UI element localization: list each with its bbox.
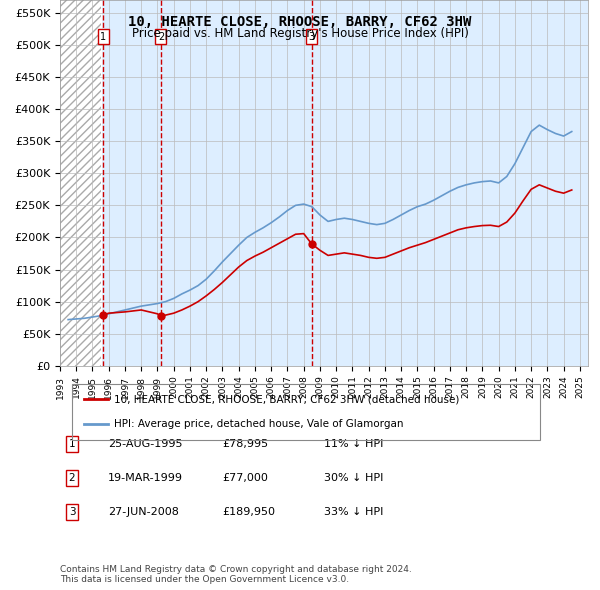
Text: £77,000: £77,000 [222, 473, 268, 483]
Text: 3: 3 [308, 32, 315, 41]
Text: 3: 3 [68, 507, 76, 517]
Text: 10, HEARTE CLOSE, RHOOSE, BARRY, CF62 3HW: 10, HEARTE CLOSE, RHOOSE, BARRY, CF62 3H… [128, 15, 472, 29]
Text: 30% ↓ HPI: 30% ↓ HPI [324, 473, 383, 483]
Text: Contains HM Land Registry data © Crown copyright and database right 2024.
This d: Contains HM Land Registry data © Crown c… [60, 565, 412, 584]
Text: £189,950: £189,950 [222, 507, 275, 517]
Text: Price paid vs. HM Land Registry's House Price Index (HPI): Price paid vs. HM Land Registry's House … [131, 27, 469, 40]
Bar [60, 0, 101, 366]
Text: 33% ↓ HPI: 33% ↓ HPI [324, 507, 383, 517]
Text: 27-JUN-2008: 27-JUN-2008 [108, 507, 179, 517]
Text: HPI: Average price, detached house, Vale of Glamorgan: HPI: Average price, detached house, Vale… [114, 419, 404, 429]
Text: 2: 2 [158, 32, 164, 41]
Text: 19-MAR-1999: 19-MAR-1999 [108, 473, 183, 483]
Text: 1: 1 [100, 32, 106, 41]
Text: 10, HEARTE CLOSE, RHOOSE, BARRY, CF62 3HW (detached house): 10, HEARTE CLOSE, RHOOSE, BARRY, CF62 3H… [114, 394, 460, 404]
Text: 11% ↓ HPI: 11% ↓ HPI [324, 439, 383, 448]
Bar [60, 0, 101, 366]
Text: 2: 2 [68, 473, 76, 483]
Text: 25-AUG-1995: 25-AUG-1995 [108, 439, 182, 448]
Text: 1: 1 [68, 439, 76, 448]
Text: £78,995: £78,995 [222, 439, 268, 448]
